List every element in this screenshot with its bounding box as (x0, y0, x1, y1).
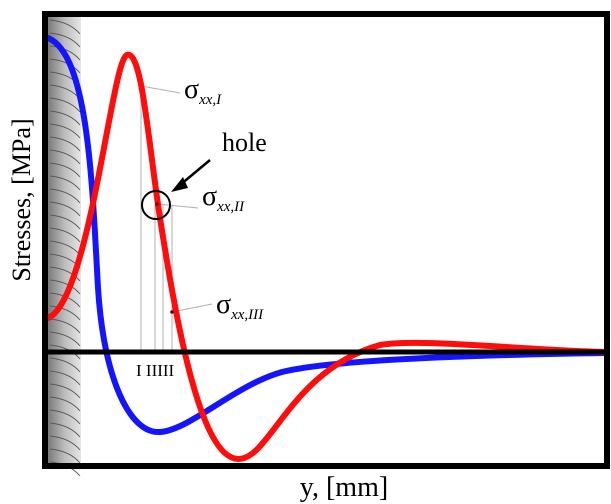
sampling-point-markers (155, 202, 174, 314)
sigma-I-symbol: σ (184, 74, 199, 105)
hatch-mark (49, 448, 81, 464)
hole-label: hole (222, 128, 267, 157)
hatch-mark (49, 45, 81, 61)
hatch-mark (49, 136, 81, 152)
hatch-mark (49, 32, 81, 48)
hatch-mark (49, 110, 81, 126)
hatch-mark (49, 227, 81, 243)
hatch-mark (49, 97, 81, 113)
hatch-mark (49, 318, 81, 334)
hatch-mark (49, 188, 81, 204)
blue-stress-curve (42, 34, 608, 435)
hatch-mark (49, 123, 81, 139)
hatch-mark (49, 383, 81, 399)
hatch-mark (49, 409, 81, 425)
hatch-mark (49, 279, 81, 295)
hatched-wall (45, 14, 81, 477)
sigma-II-label: σxx,II (202, 181, 245, 215)
hatch-mark (49, 266, 81, 282)
y-axis-label: Stresses, [MPa] (7, 118, 36, 281)
sigma-III-symbol: σ (216, 289, 231, 320)
hatch-mark (49, 370, 81, 386)
x-axis-label: y, [mm] (300, 472, 388, 503)
hatch-mark (49, 162, 81, 178)
hatch-mark (49, 331, 81, 347)
sampling-marker-labels: I IIIII (136, 361, 175, 380)
hatch-mark (49, 201, 81, 217)
hatch-mark (49, 175, 81, 191)
sigma-II-subscript: xx,II (216, 199, 245, 215)
hatch-mark (49, 435, 81, 451)
sigma-III-label: σxx,III (216, 289, 264, 323)
sigma-III-subscript: xx,III (230, 307, 264, 323)
sigma-II-symbol: σ (202, 181, 217, 212)
sigma-I-subscript: xx,I (198, 92, 222, 108)
hole-arrow (171, 159, 211, 192)
hatch-mark (49, 149, 81, 165)
hatch-mark (49, 396, 81, 412)
hatch-mark (49, 422, 81, 438)
hatch-mark (49, 214, 81, 230)
plot-frame (42, 11, 610, 469)
sigma-I-label: σxx,I (184, 74, 222, 108)
hole-marker-circle (141, 190, 171, 220)
hatch-mark (49, 19, 81, 35)
red-stress-curve (45, 52, 608, 463)
hatch-mark (49, 357, 81, 373)
hatch-mark (49, 305, 81, 321)
